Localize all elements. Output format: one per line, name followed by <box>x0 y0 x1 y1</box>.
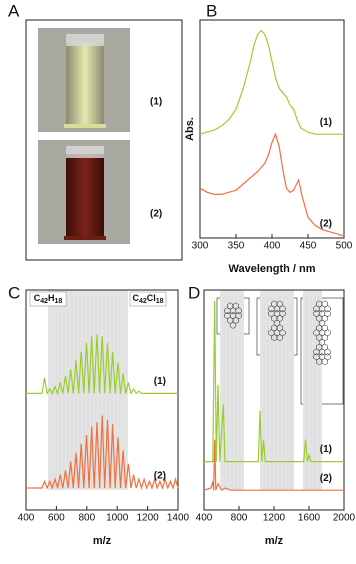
series-label: (1) <box>320 444 332 455</box>
panel-label: B <box>206 1 217 20</box>
series-line <box>204 300 344 463</box>
x-tick-label: 1200 <box>136 513 159 524</box>
sample-label: (1) <box>150 97 162 108</box>
ring <box>235 307 242 315</box>
annotation: C42Cl18 <box>132 293 163 304</box>
annotation-box <box>29 291 67 307</box>
y-axis-label: Abs. <box>184 117 196 141</box>
series-line <box>203 439 344 492</box>
x-axis-label: Wavelength / nm <box>229 263 316 275</box>
panel-label: A <box>8 1 20 20</box>
series-line <box>199 132 345 237</box>
series-label: (1) <box>154 376 166 387</box>
x-tick-label: 1000 <box>106 513 129 524</box>
x-tick-label: 800 <box>78 513 95 524</box>
ring <box>324 348 331 356</box>
sample-label: (2) <box>150 209 162 220</box>
x-tick-label: 500 <box>336 241 353 252</box>
series-label: (2) <box>320 219 332 230</box>
plot-frame <box>199 19 345 239</box>
series-line <box>199 29 344 135</box>
ring <box>276 334 283 342</box>
ring <box>279 305 286 313</box>
x-tick-label: 1600 <box>298 513 321 524</box>
photo-frame <box>25 19 183 261</box>
x-tick-label: 350 <box>228 241 245 252</box>
ring <box>321 358 328 366</box>
panel-label: D <box>188 283 200 302</box>
x-tick-label: 600 <box>48 513 65 524</box>
panel-label: C <box>8 283 20 302</box>
shaded-region <box>260 290 294 490</box>
sample-color <box>64 236 106 240</box>
series-label: (1) <box>320 117 332 128</box>
series-line <box>26 333 178 396</box>
ring <box>229 321 237 329</box>
x-axis-label: m/z <box>93 535 112 547</box>
ring <box>324 305 331 313</box>
cuvette <box>66 154 104 240</box>
x-tick-label: 2000 <box>333 513 356 524</box>
x-tick-label: 400 <box>18 513 35 524</box>
sample-color <box>64 124 106 128</box>
annotation: C42H18 <box>34 293 63 304</box>
shaded-region <box>303 290 322 490</box>
series-label: (2) <box>154 471 166 482</box>
x-tick-label: 400 <box>264 241 281 252</box>
cuvette-cap <box>66 146 104 158</box>
x-axis-label: m/z <box>265 535 284 547</box>
series-line <box>26 415 179 491</box>
x-tick-label: 300 <box>192 241 209 252</box>
cuvette-cap <box>66 34 104 46</box>
x-tick-label: 1200 <box>263 513 286 524</box>
cuvette <box>66 42 104 128</box>
plot-frame <box>25 289 179 511</box>
x-tick-label: 800 <box>231 513 248 524</box>
x-tick-label: 1400 <box>167 513 190 524</box>
annotation-box <box>129 291 167 307</box>
x-tick-label: 400 <box>196 513 213 524</box>
series-label: (2) <box>320 473 332 484</box>
x-tick-label: 450 <box>300 241 317 252</box>
